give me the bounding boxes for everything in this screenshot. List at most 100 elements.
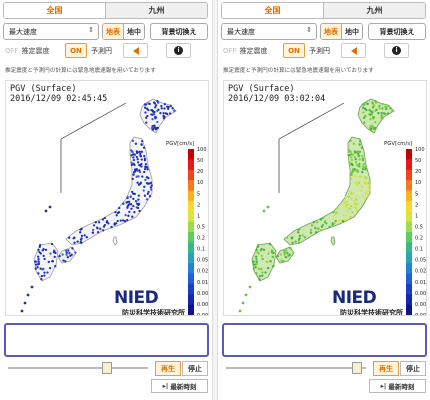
segment-underground[interactable]: 地中 xyxy=(342,24,362,39)
stop-button[interactable]: 停止 xyxy=(182,361,208,376)
station-marker xyxy=(364,176,367,179)
tab-kyushu[interactable]: 九州 xyxy=(106,3,207,18)
station-marker xyxy=(362,163,366,166)
shindo-toggle[interactable]: OFF 推定震度 xyxy=(5,43,50,58)
stop-button[interactable]: 停止 xyxy=(400,361,426,376)
time-slider[interactable] xyxy=(226,362,366,374)
segment-underground[interactable]: 地中 xyxy=(124,24,144,39)
station-marker xyxy=(353,175,356,178)
station-marker xyxy=(126,206,129,209)
play-button[interactable]: 再生 xyxy=(155,361,181,376)
segment-surface[interactable]: 地表 xyxy=(321,24,342,39)
station-marker xyxy=(355,175,358,178)
station-marker xyxy=(126,195,129,199)
station-marker xyxy=(351,211,354,214)
station-marker xyxy=(136,158,139,161)
station-marker xyxy=(266,266,270,270)
scale-tick-label: 0.02 xyxy=(197,269,208,275)
station-marker xyxy=(51,260,54,263)
station-marker xyxy=(137,175,140,178)
station-marker xyxy=(314,231,318,234)
station-marker xyxy=(382,112,386,115)
station-marker xyxy=(136,151,139,154)
map-title-block: PGV (Surface) 2016/12/09 03:02:04 xyxy=(228,84,325,104)
skip-end-icon: ▸| xyxy=(380,382,387,390)
station-marker xyxy=(64,260,67,263)
segment-surface[interactable]: 地表 xyxy=(103,24,124,39)
station-marker xyxy=(298,237,301,240)
station-marker xyxy=(138,209,141,213)
map-title: PGV (Surface) xyxy=(228,84,295,94)
station-marker xyxy=(37,272,40,275)
station-marker xyxy=(33,260,37,263)
station-marker xyxy=(132,158,136,162)
play-button[interactable]: 再生 xyxy=(373,361,399,376)
scale-swatch xyxy=(188,221,194,233)
station-marker xyxy=(363,116,366,119)
station-marker xyxy=(142,146,146,149)
scale-swatch xyxy=(188,232,194,243)
toggle-on-button[interactable]: ON xyxy=(65,43,87,58)
station-marker xyxy=(122,202,125,205)
station-marker xyxy=(334,219,337,223)
station-marker xyxy=(138,163,141,167)
slider-thumb[interactable] xyxy=(352,362,362,374)
scale-unit-label: PGV[cm/s] xyxy=(166,141,194,147)
slider-thumb[interactable] xyxy=(102,362,112,374)
display-select[interactable]: 最大速度 ⇕ xyxy=(221,23,317,40)
station-marker xyxy=(132,197,135,201)
tab-kyushu[interactable]: 九州 xyxy=(324,3,425,18)
latest-time-button[interactable]: ▸| 最新時刻 xyxy=(151,379,208,393)
map-view[interactable]: PGV[cm/s] 100 50 20 10 5 2 1 0.5 0.2 0.1 0.05 0.02 0.… xyxy=(5,80,209,316)
station-marker xyxy=(155,127,158,130)
message-box[interactable] xyxy=(4,323,209,357)
station-marker xyxy=(319,229,323,232)
latest-time-label: 最新時刻 xyxy=(170,383,197,391)
station-marker xyxy=(386,112,390,115)
tab-zenkoku[interactable]: 全国 xyxy=(4,3,106,18)
prediction-label: 予測円 xyxy=(91,47,112,55)
map-timestamp: 2016/12/09 03:02:04 xyxy=(228,94,326,104)
station-marker xyxy=(38,245,41,248)
toggle-on-button[interactable]: ON xyxy=(283,43,305,58)
sound-button[interactable] xyxy=(123,43,148,58)
shindo-toggle[interactable]: OFF 推定震度 xyxy=(223,43,268,58)
small-island-5 xyxy=(266,205,270,209)
station-marker xyxy=(129,195,132,198)
station-marker xyxy=(377,111,380,115)
station-marker xyxy=(371,124,374,127)
station-marker xyxy=(79,231,82,234)
station-marker xyxy=(143,185,146,188)
station-marker xyxy=(143,157,147,160)
station-marker xyxy=(143,194,147,197)
map-title: PGV (Surface) xyxy=(10,84,77,94)
info-button[interactable]: i xyxy=(166,43,191,58)
info-button[interactable]: i xyxy=(384,43,409,58)
background-switch-button[interactable]: 背景切換え xyxy=(150,23,208,40)
small-island-2 xyxy=(23,301,27,305)
station-marker xyxy=(130,161,133,164)
station-marker xyxy=(283,253,286,256)
background-switch-button[interactable]: 背景切換え xyxy=(368,23,426,40)
map-view[interactable]: PGV[cm/s] 100 50 20 10 5 2 1 0.5 0.2 0.1 0.05 0.02 0.… xyxy=(223,80,427,316)
sound-button[interactable] xyxy=(341,43,366,58)
station-marker xyxy=(362,166,365,169)
scale-swatch xyxy=(406,200,412,212)
station-marker xyxy=(146,192,150,195)
station-marker xyxy=(372,116,376,119)
latest-time-button[interactable]: ▸| 最新時刻 xyxy=(369,379,426,393)
message-box[interactable] xyxy=(222,323,427,357)
scale-tick-label: 0.002 xyxy=(415,302,427,308)
station-marker xyxy=(143,167,147,171)
station-marker xyxy=(144,111,147,114)
display-select[interactable]: 最大速度 ⇕ xyxy=(3,23,99,40)
station-marker xyxy=(91,231,94,234)
station-marker xyxy=(130,203,133,206)
station-marker xyxy=(76,240,79,243)
station-marker xyxy=(256,251,259,254)
tab-zenkoku[interactable]: 全国 xyxy=(222,3,324,18)
station-marker xyxy=(258,274,261,278)
station-marker xyxy=(131,151,134,154)
time-slider[interactable] xyxy=(8,362,148,374)
station-marker xyxy=(156,109,159,112)
